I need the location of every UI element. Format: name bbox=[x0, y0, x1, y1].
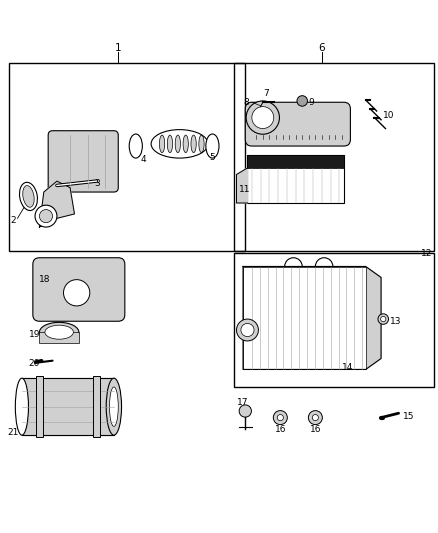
Bar bbox=[243, 266, 366, 369]
Bar bbox=[247, 155, 344, 168]
Ellipse shape bbox=[110, 387, 118, 426]
Text: 2: 2 bbox=[11, 216, 16, 225]
Text: 5: 5 bbox=[209, 154, 215, 163]
Bar bbox=[234, 63, 434, 251]
Circle shape bbox=[246, 101, 279, 134]
Circle shape bbox=[378, 314, 389, 324]
Text: 19: 19 bbox=[28, 330, 40, 339]
Ellipse shape bbox=[20, 182, 37, 211]
Ellipse shape bbox=[175, 135, 180, 152]
Circle shape bbox=[64, 280, 90, 306]
Text: 4: 4 bbox=[140, 155, 146, 164]
Bar bbox=[36, 376, 43, 437]
Circle shape bbox=[308, 410, 322, 425]
Bar bbox=[9, 63, 245, 251]
Ellipse shape bbox=[45, 325, 74, 339]
Text: 16: 16 bbox=[275, 425, 286, 434]
Text: 17: 17 bbox=[237, 398, 249, 407]
Ellipse shape bbox=[167, 135, 173, 152]
Ellipse shape bbox=[129, 134, 142, 158]
Text: 7: 7 bbox=[263, 89, 268, 98]
Ellipse shape bbox=[191, 135, 196, 152]
Ellipse shape bbox=[206, 134, 219, 158]
Text: 12: 12 bbox=[420, 249, 432, 258]
Polygon shape bbox=[22, 378, 114, 435]
Text: 15: 15 bbox=[403, 412, 414, 421]
FancyBboxPatch shape bbox=[245, 102, 350, 146]
Ellipse shape bbox=[183, 135, 188, 152]
Polygon shape bbox=[237, 168, 247, 203]
Ellipse shape bbox=[39, 322, 79, 342]
Circle shape bbox=[39, 209, 53, 223]
Text: 14: 14 bbox=[342, 363, 353, 372]
Ellipse shape bbox=[106, 378, 122, 435]
Bar bbox=[234, 253, 434, 387]
Ellipse shape bbox=[199, 135, 204, 152]
Polygon shape bbox=[243, 266, 381, 369]
Text: 9: 9 bbox=[309, 98, 314, 107]
Text: 20: 20 bbox=[28, 359, 40, 368]
Circle shape bbox=[241, 324, 254, 336]
Circle shape bbox=[273, 410, 287, 425]
Text: 1: 1 bbox=[115, 43, 122, 53]
Text: 21: 21 bbox=[7, 429, 18, 438]
Circle shape bbox=[35, 205, 57, 227]
Bar bbox=[93, 376, 100, 437]
Ellipse shape bbox=[23, 185, 34, 207]
Text: 18: 18 bbox=[39, 275, 51, 284]
Circle shape bbox=[252, 107, 274, 128]
Circle shape bbox=[312, 415, 318, 421]
Text: 10: 10 bbox=[383, 111, 395, 120]
Text: 16: 16 bbox=[310, 425, 321, 434]
Text: 8: 8 bbox=[243, 98, 249, 107]
Text: 11: 11 bbox=[239, 185, 250, 195]
Circle shape bbox=[237, 319, 258, 341]
Text: 3: 3 bbox=[94, 179, 100, 188]
Circle shape bbox=[297, 96, 307, 106]
Polygon shape bbox=[39, 181, 74, 227]
Text: 6: 6 bbox=[318, 43, 325, 53]
FancyBboxPatch shape bbox=[48, 131, 118, 192]
Text: 13: 13 bbox=[390, 317, 401, 326]
Bar bbox=[39, 332, 79, 343]
Ellipse shape bbox=[15, 378, 28, 435]
Bar bbox=[247, 155, 344, 203]
Circle shape bbox=[277, 415, 283, 421]
Circle shape bbox=[381, 317, 386, 322]
Circle shape bbox=[239, 405, 251, 417]
FancyBboxPatch shape bbox=[33, 258, 125, 321]
Ellipse shape bbox=[159, 135, 165, 152]
